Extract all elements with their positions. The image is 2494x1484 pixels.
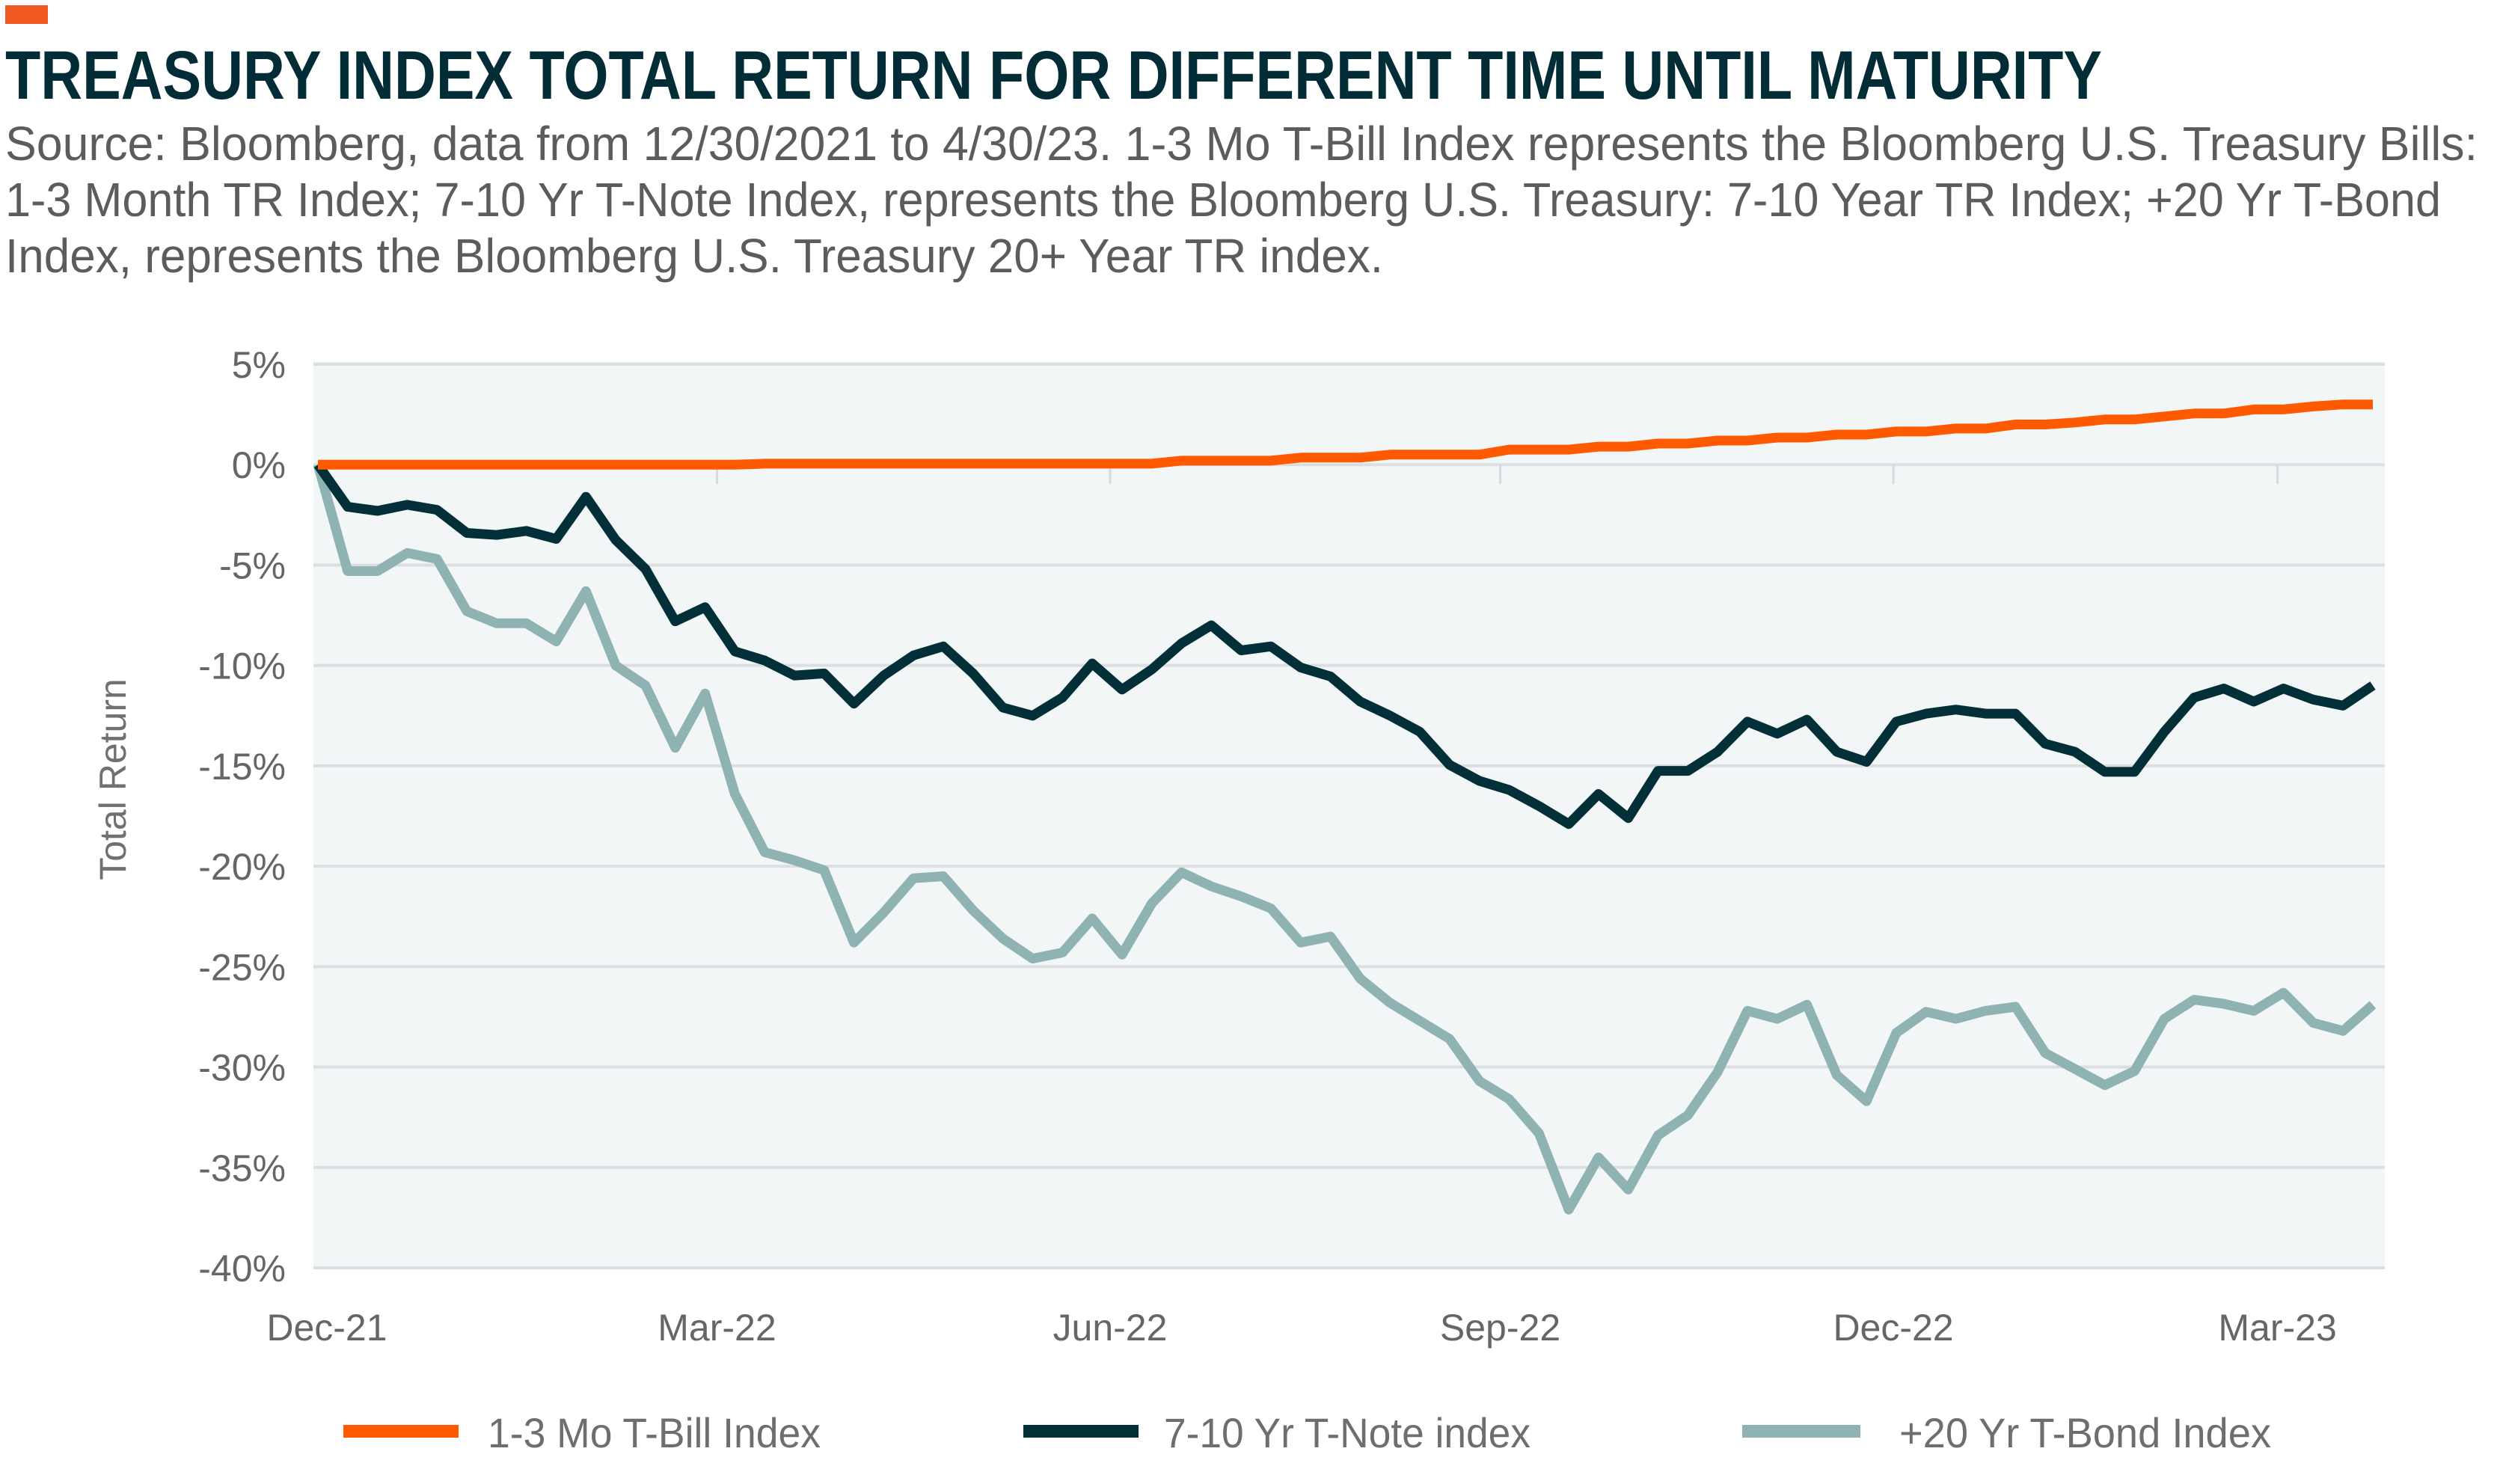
y-tick-label: 5% (232, 344, 286, 386)
x-tick-label: Dec-22 (1833, 1307, 1953, 1349)
y-tick-label: -25% (198, 946, 286, 988)
x-tick-label: Sep-22 (1440, 1307, 1560, 1349)
legend: 1-3 Mo T-Bill Index 7-10 Yr T-Note index… (343, 1409, 2271, 1456)
series-line-tbond-group (313, 463, 2377, 1215)
plot-background (313, 361, 2385, 1268)
x-tick-label: Dec-21 (266, 1307, 387, 1349)
legend-swatch-tnote (1023, 1425, 1139, 1438)
y-tick-label: -30% (198, 1047, 286, 1089)
legend-swatch-tbill (343, 1425, 459, 1438)
series-line-tnote-group (313, 462, 2376, 830)
x-tick-label: Mar-22 (658, 1307, 776, 1349)
y-axis-labels: 5% 0% -5% -10% -15% -20% -25% -30% -35% -40% (198, 344, 286, 1290)
y-tick-label: -5% (219, 545, 286, 586)
y-tick-label: -35% (198, 1147, 286, 1189)
plot-area (313, 361, 2385, 1269)
legend-item-tbond[interactable]: +20 Yr T-Bond Index (1742, 1409, 2271, 1456)
chart-title: TREASURY INDEX TOTAL RETURN FOR DIFFEREN… (5, 37, 2102, 114)
y-tick-label: -15% (198, 746, 286, 788)
legend-label-tbill: 1-3 Mo T-Bill Index (488, 1409, 821, 1456)
y-tick-label: -10% (198, 646, 286, 687)
y-tick-label: -40% (198, 1248, 286, 1290)
legend-item-tbill[interactable]: 1-3 Mo T-Bill Index (343, 1409, 821, 1456)
chart-subtitle-line-1: Source: Bloomberg, data from 12/30/2021 … (5, 117, 2478, 171)
legend-item-tnote[interactable]: 7-10 Yr T-Note index (1023, 1409, 1531, 1456)
x-axis-labels: Dec-21 Mar-22 Jun-22 Sep-22 Dec-22 Mar-23 (266, 1307, 2336, 1349)
y-axis-title: Total Return (92, 678, 134, 880)
chart-subtitle-line-3: Index, represents the Bloomberg U.S. Tre… (5, 229, 1383, 283)
chart-subtitle-line-2: 1-3 Month TR Index; 7-10 Yr T-Note Index… (5, 173, 2441, 227)
series-line-tbill (318, 399, 2373, 470)
series-line-tbond (313, 463, 2377, 1215)
x-tick-label: Mar-23 (2218, 1307, 2336, 1349)
series-line-tnote (313, 462, 2376, 830)
y-tick-label: -20% (198, 846, 286, 888)
legend-swatch-tbond (1742, 1425, 1860, 1438)
accent-bar (5, 5, 48, 24)
legend-label-tbond: +20 Yr T-Bond Index (1899, 1409, 2271, 1456)
legend-label-tnote: 7-10 Yr T-Note index (1164, 1409, 1531, 1456)
series-group (313, 399, 2377, 1215)
y-tick-label: 0% (232, 444, 286, 486)
x-tick-label: Jun-22 (1053, 1307, 1168, 1349)
series-line-tbill-group (317, 399, 2374, 470)
